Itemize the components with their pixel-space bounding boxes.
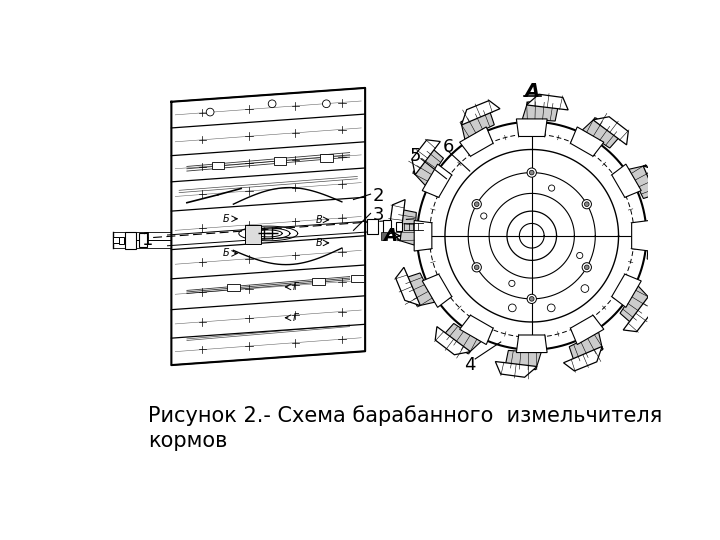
Polygon shape (612, 164, 642, 197)
Polygon shape (570, 332, 603, 363)
Polygon shape (505, 350, 541, 370)
Bar (139, 233, 147, 247)
Polygon shape (396, 267, 420, 306)
Bar (228, 284, 240, 292)
Polygon shape (171, 142, 365, 182)
Polygon shape (570, 127, 604, 156)
Polygon shape (443, 323, 481, 354)
Text: 5: 5 (410, 147, 421, 165)
Polygon shape (461, 109, 495, 139)
Polygon shape (522, 102, 559, 121)
Polygon shape (631, 220, 649, 251)
Circle shape (508, 304, 516, 312)
Circle shape (577, 252, 582, 259)
Polygon shape (624, 296, 652, 332)
Bar (351, 275, 364, 282)
Bar (320, 154, 333, 161)
Bar (274, 157, 286, 165)
Text: В: В (315, 215, 322, 225)
Polygon shape (459, 127, 493, 156)
Circle shape (581, 285, 589, 292)
Polygon shape (643, 166, 668, 204)
Circle shape (474, 265, 479, 269)
Polygon shape (495, 362, 537, 377)
Text: A: A (524, 82, 539, 102)
Bar (367, 219, 378, 234)
Circle shape (582, 262, 591, 272)
Polygon shape (526, 94, 568, 110)
Circle shape (527, 168, 536, 177)
Circle shape (481, 213, 487, 219)
Polygon shape (570, 315, 604, 345)
Circle shape (509, 280, 515, 287)
Bar (312, 278, 325, 285)
Polygon shape (412, 140, 441, 175)
Text: 1: 1 (143, 231, 154, 249)
Polygon shape (397, 209, 416, 245)
Bar (113, 237, 120, 244)
Circle shape (527, 294, 536, 303)
Polygon shape (171, 197, 365, 249)
Circle shape (269, 100, 276, 107)
Polygon shape (422, 164, 451, 197)
Text: Б: Б (222, 248, 229, 259)
Circle shape (585, 265, 589, 269)
Polygon shape (171, 296, 365, 338)
Text: 3: 3 (372, 206, 384, 224)
Circle shape (472, 262, 482, 272)
Text: 6: 6 (442, 138, 454, 156)
Polygon shape (171, 325, 365, 365)
Polygon shape (414, 220, 432, 251)
Polygon shape (462, 100, 500, 125)
Polygon shape (171, 88, 365, 128)
Bar (381, 232, 387, 240)
Circle shape (206, 108, 214, 116)
Text: 2: 2 (372, 187, 384, 205)
Polygon shape (593, 117, 629, 145)
Polygon shape (516, 119, 547, 137)
Circle shape (529, 170, 534, 175)
Text: Б: Б (222, 214, 229, 224)
Circle shape (549, 185, 554, 191)
Polygon shape (390, 200, 405, 241)
Text: В: В (315, 238, 322, 248)
Bar (120, 237, 124, 244)
Bar (245, 225, 261, 244)
Polygon shape (620, 286, 650, 325)
Polygon shape (413, 147, 444, 186)
Bar (212, 161, 224, 169)
Text: Г: Г (293, 282, 298, 292)
Circle shape (582, 200, 591, 209)
Bar (396, 222, 402, 231)
Bar (125, 232, 136, 249)
Polygon shape (629, 165, 660, 199)
Polygon shape (459, 315, 493, 345)
Circle shape (547, 304, 555, 312)
Polygon shape (516, 335, 547, 353)
Text: Рисунок 2.- Схема барабанного  измельчителя: Рисунок 2.- Схема барабанного измельчите… (148, 405, 662, 426)
Polygon shape (612, 274, 642, 307)
Text: Г: Г (293, 313, 298, 323)
Polygon shape (658, 231, 674, 272)
Circle shape (585, 202, 589, 206)
Polygon shape (422, 274, 451, 307)
Polygon shape (647, 226, 667, 262)
Circle shape (474, 202, 479, 206)
Text: кормов: кормов (148, 430, 228, 450)
Bar (383, 220, 391, 233)
Text: A: A (383, 227, 397, 245)
Circle shape (323, 100, 330, 107)
Polygon shape (171, 168, 365, 211)
Polygon shape (404, 273, 435, 306)
Polygon shape (564, 346, 602, 371)
Text: 4: 4 (464, 356, 475, 374)
Polygon shape (171, 236, 365, 279)
Polygon shape (171, 114, 365, 156)
Polygon shape (582, 118, 621, 148)
Polygon shape (435, 327, 470, 355)
Circle shape (472, 200, 482, 209)
Circle shape (529, 296, 534, 301)
Polygon shape (171, 265, 365, 309)
